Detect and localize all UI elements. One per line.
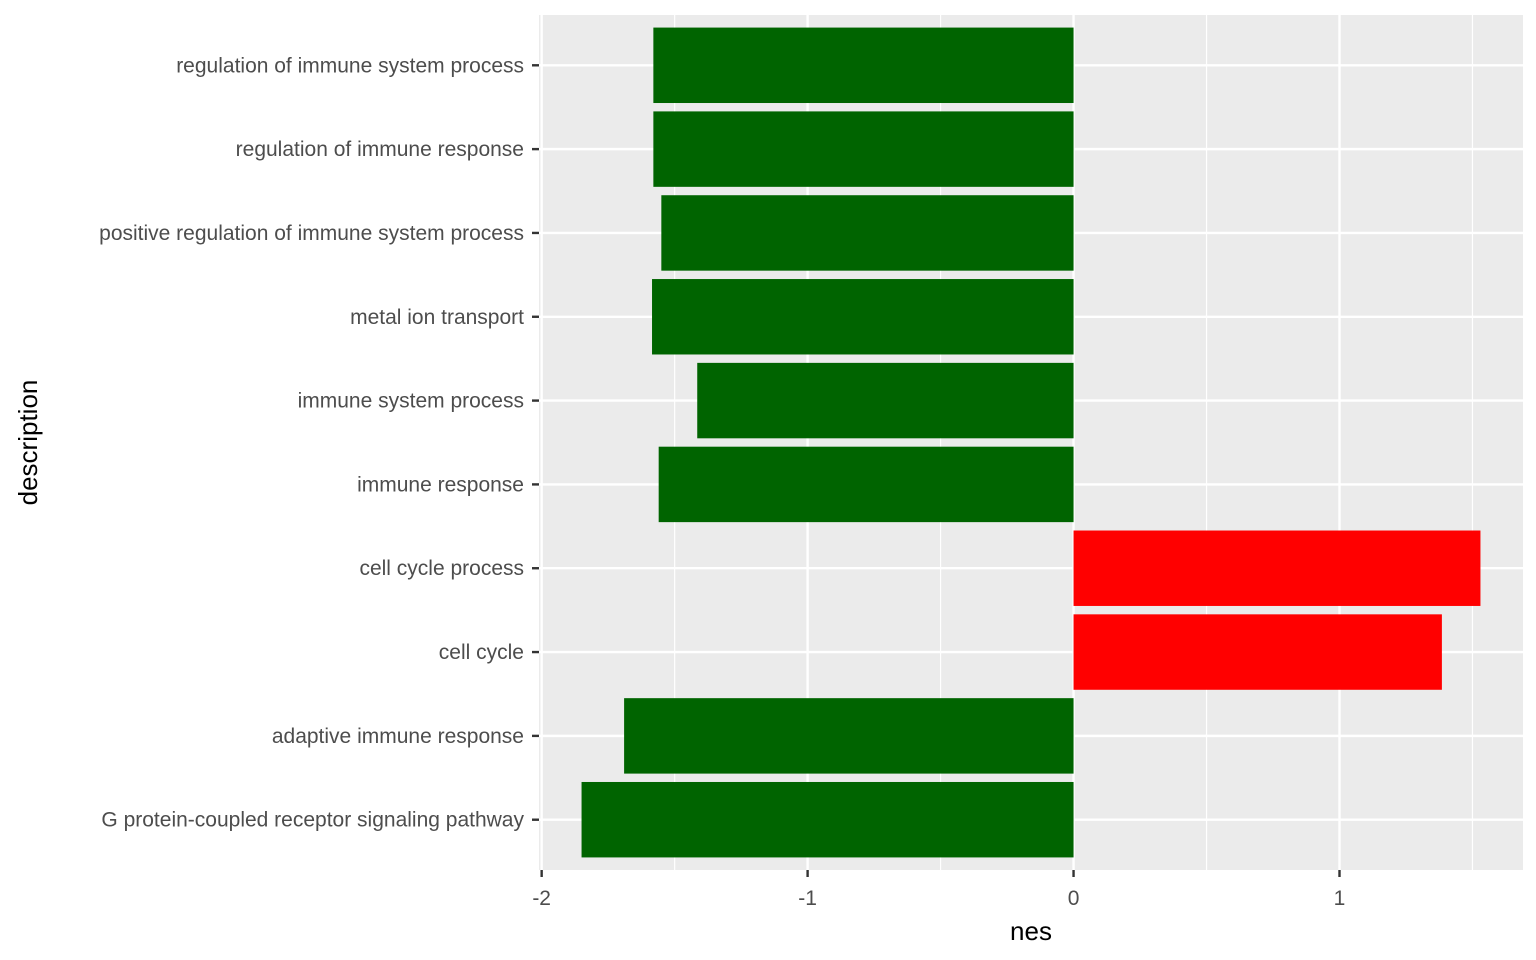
bar	[661, 195, 1074, 271]
y-tick-label: immune response	[357, 473, 524, 496]
bar	[653, 27, 1074, 104]
y-tick-label: G protein-coupled receptor signaling pat…	[101, 809, 524, 832]
bar	[653, 111, 1074, 187]
x-tick-label: 1	[1334, 887, 1346, 910]
x-tick-label: -2	[532, 887, 551, 910]
bars	[581, 27, 1481, 858]
bar	[581, 781, 1074, 858]
x-axis-title: nes	[1010, 916, 1052, 946]
y-tick-label: immune system process	[298, 390, 524, 413]
y-tick-label: cell cycle	[439, 641, 524, 664]
bar	[658, 446, 1074, 523]
y-tick-label: positive regulation of immune system pro…	[99, 222, 524, 245]
x-axis: -2 -1 0 1	[532, 870, 1345, 910]
bar	[1073, 614, 1442, 690]
y-axis-title: description	[13, 380, 43, 506]
y-axis: regulation of immune system process regul…	[99, 54, 539, 832]
y-tick-label: regulation of immune response	[236, 138, 524, 161]
bar	[1073, 530, 1481, 606]
bar	[697, 362, 1074, 439]
x-tick-label: -1	[798, 887, 817, 910]
y-tick-label: regulation of immune system process	[176, 54, 524, 77]
bar	[624, 698, 1074, 774]
x-tick-label: 0	[1068, 887, 1080, 910]
bar	[652, 279, 1074, 355]
y-tick-label: metal ion transport	[350, 306, 524, 329]
y-tick-label: cell cycle process	[359, 557, 524, 580]
y-tick-label: adaptive immune response	[272, 725, 524, 748]
